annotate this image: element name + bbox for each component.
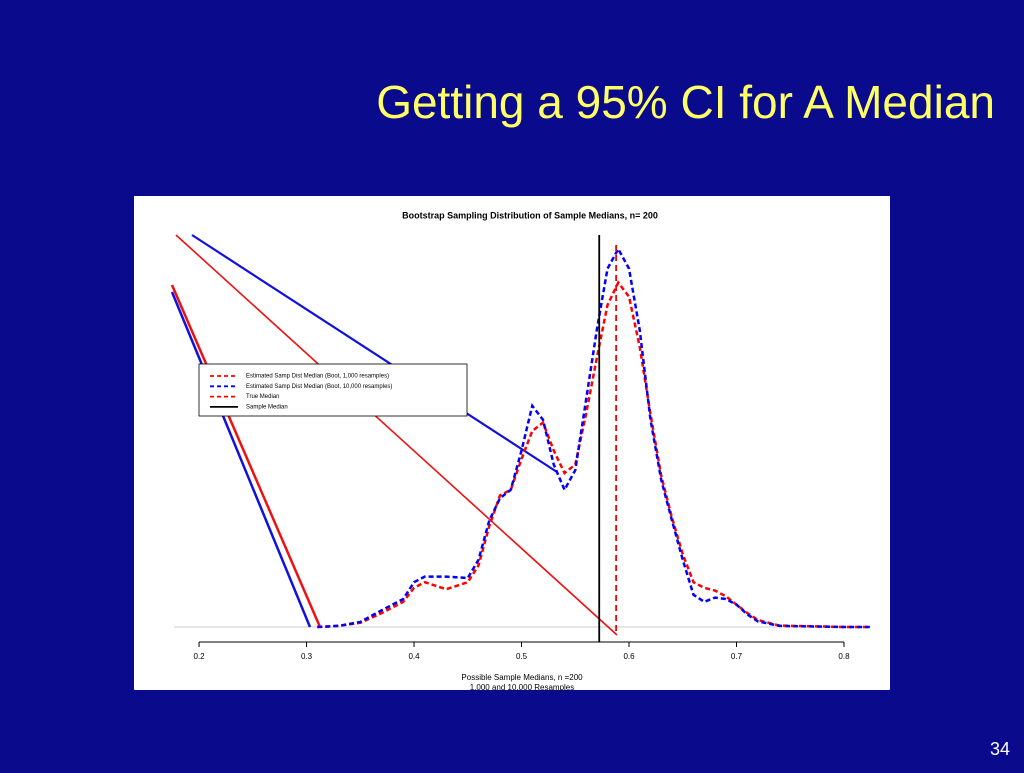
x-tick-label: 0.8: [838, 652, 850, 661]
slide-title: Getting a 95% CI for A Median: [376, 76, 995, 128]
density-line: [317, 246, 870, 629]
artifact-line: [175, 234, 618, 636]
artifact-line: [191, 234, 558, 473]
legend-label: Estimated Samp Dist Median (Boot, 1,000 …: [246, 374, 389, 380]
x-axis-label: Possible Sample Medians, n =200: [461, 673, 583, 682]
x-tick-label: 0.3: [301, 652, 313, 661]
x-tick-label: 0.5: [516, 652, 528, 661]
x-tick-label: 0.6: [623, 652, 635, 661]
density-line: [317, 280, 870, 629]
legend-label: True Median: [246, 394, 279, 400]
page-number: 34: [990, 739, 1010, 759]
artifact-line: [170, 291, 312, 628]
x-tick-label: 0.7: [731, 652, 743, 661]
x-tick-label: 0.2: [193, 652, 205, 661]
legend-label: Sample Median: [246, 404, 288, 410]
artifact-line: [170, 284, 322, 628]
chart-title: Bootstrap Sampling Distribution of Sampl…: [402, 210, 658, 220]
legend-label: Estimated Samp Dist Median (Boot, 10,000…: [246, 384, 392, 390]
x-axis-label: 1,000 and 10,000 Resamples: [470, 683, 575, 692]
legend: [198, 363, 468, 417]
x-tick-label: 0.4: [408, 652, 420, 661]
